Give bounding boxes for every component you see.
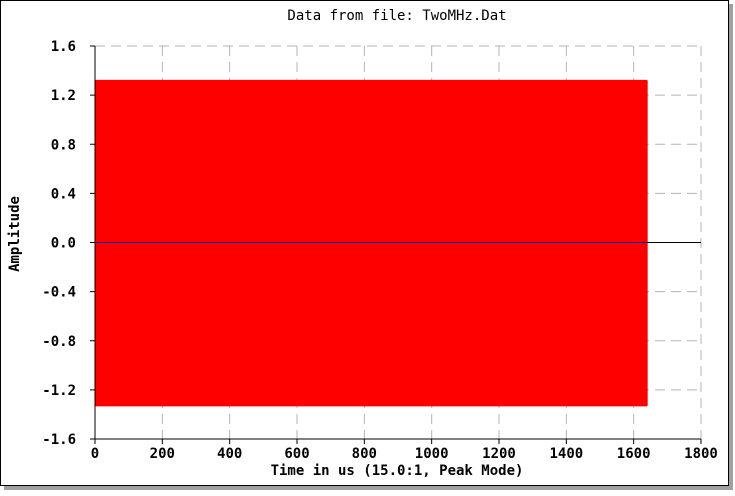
plot-area: 1.6 1.2 0.8 0.4 0.0 -0.4 -0.8 -1.2 -1.6 0 200 400 60…: [42, 39, 718, 462]
x-tick-label: 1600: [617, 446, 651, 462]
chart-title: Data from file: TwoMHz.Dat: [287, 8, 506, 24]
y-axis-title: Amplitude: [7, 196, 23, 272]
y-tick-label: 0.0: [51, 236, 76, 252]
y-tick-label: -0.8: [42, 334, 76, 350]
series-signal-line: [94, 80, 648, 406]
x-tick-label: 1800: [684, 446, 718, 462]
y-tick-label: -0.4: [42, 285, 76, 301]
y-tick-label: 1.6: [51, 39, 76, 55]
x-tick-label: 400: [217, 446, 242, 462]
x-tick-label: 200: [150, 446, 175, 462]
x-tick-label: 1000: [415, 446, 449, 462]
y-tick-label: -1.2: [42, 383, 76, 399]
y-tick-label: 1.2: [51, 88, 76, 104]
y-tick-label: 0.4: [51, 186, 76, 202]
y-tick-label: -1.6: [42, 432, 76, 448]
x-tick-label: 0: [91, 446, 99, 462]
y-tick-label: 0.8: [51, 137, 76, 153]
x-tick-label: 1200: [482, 446, 516, 462]
x-axis-title: Time in us (15.0:1, Peak Mode): [271, 463, 524, 479]
x-tick-label: 1400: [549, 446, 583, 462]
x-tick-label: 600: [284, 446, 309, 462]
x-tick-label: 800: [352, 446, 377, 462]
